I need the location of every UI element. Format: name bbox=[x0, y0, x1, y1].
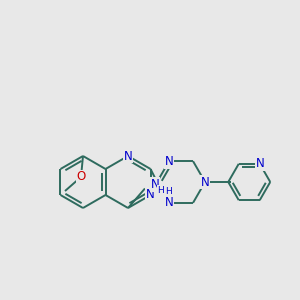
Text: O: O bbox=[76, 170, 85, 184]
Text: N: N bbox=[165, 196, 173, 209]
Text: N: N bbox=[201, 176, 209, 188]
Text: N: N bbox=[150, 178, 159, 191]
Text: N: N bbox=[165, 155, 173, 168]
Text: N: N bbox=[255, 157, 264, 170]
Text: N: N bbox=[146, 188, 155, 202]
Text: H: H bbox=[158, 186, 164, 195]
Text: H: H bbox=[165, 187, 171, 196]
Text: N: N bbox=[124, 149, 132, 163]
